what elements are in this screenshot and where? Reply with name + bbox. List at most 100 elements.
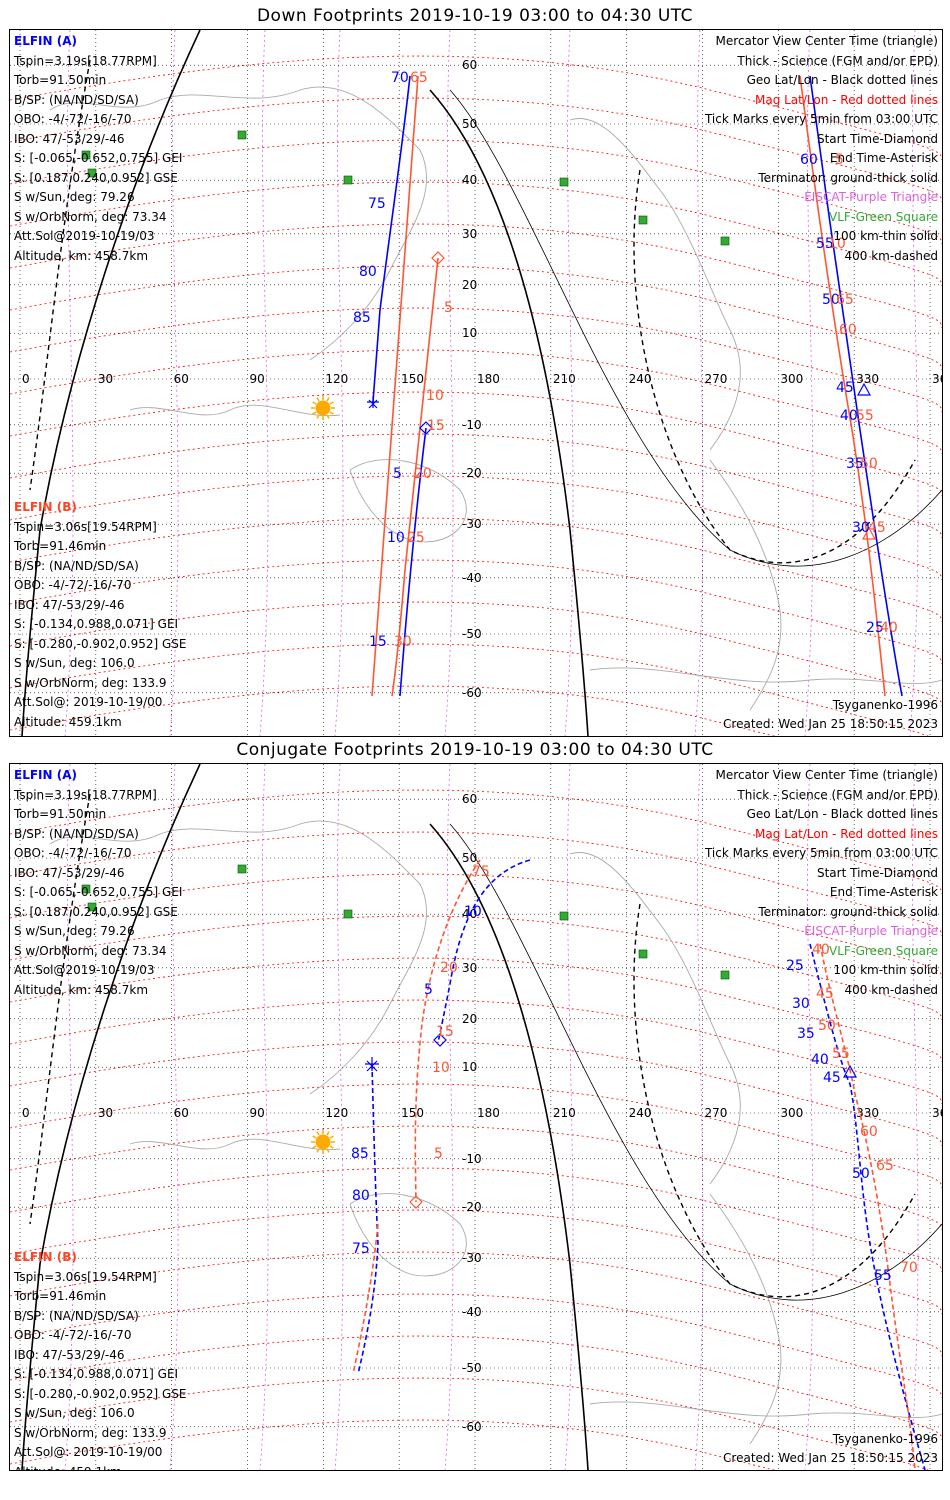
start-time-diamond [431, 251, 445, 265]
info-line: B/SP: (NA/ND/SD/SA) [14, 826, 139, 841]
mag-lat-line [10, 1251, 942, 1357]
track-tick-label: 45 [868, 520, 886, 536]
mag-lat-line [10, 957, 942, 1063]
lat-tick-label: -30 [462, 517, 482, 531]
lat-tick-label: 60 [462, 792, 477, 806]
track-tick-label: 75 [368, 196, 386, 212]
terminator-400km [29, 793, 91, 1225]
elfin-a-label: ELFIN (A) [14, 34, 77, 48]
mag-lat-line [10, 873, 942, 979]
coastline [709, 1193, 782, 1445]
created-timestamp: Created: Wed Jan 25 18:50:15 2023 [723, 1451, 938, 1465]
track-tick-label: 80 [359, 264, 377, 280]
lon-tick-label: 60 [174, 372, 189, 386]
track-tick-label: 15 [427, 418, 445, 434]
info-line: S: [0.187,0.240,0.952] GSE [14, 170, 178, 185]
lat-tick-label: 60 [462, 58, 477, 72]
mag-lat-line [10, 559, 942, 665]
info-line: IBO: 47/-53/29/-46 [14, 1347, 125, 1362]
vlf-station-square [638, 215, 648, 225]
legend-item: End Time-Asterisk [829, 885, 938, 899]
coastline [349, 459, 467, 543]
model-label: Tsyganenko-1996 [832, 1432, 938, 1446]
lon-tick-label: 270 [705, 1106, 728, 1120]
elfin-b-track [352, 1223, 379, 1375]
lat-tick-label: 30 [462, 961, 477, 975]
mag-lat-line [10, 223, 942, 329]
model-label: Tsyganenko-1996 [832, 698, 938, 712]
lon-tick-label: 120 [325, 372, 348, 386]
info-line: S w/OrbNorm, deg: 133.9 [14, 675, 167, 690]
elfin-a-label: ELFIN (A) [14, 768, 77, 782]
mag-lat-line [10, 1293, 942, 1399]
info-line: Tspin=3.06s[19.54RPM] [14, 1269, 157, 1284]
info-line: Altitude, km: 458.7km [14, 982, 149, 997]
lon-tick-label: 150 [401, 1106, 424, 1120]
info-line: IBO: 47/-53/29/-46 [14, 131, 125, 146]
track-tick-label: 10 [432, 1060, 450, 1076]
track-tick-label: 85 [351, 1146, 369, 1162]
lat-tick-label: 10 [462, 1060, 477, 1074]
track-tick-label: 25 [866, 620, 884, 636]
info-line: Att.Sol@2019-10-19/03 [14, 963, 155, 977]
legend-item: End Time-Asterisk [829, 151, 938, 165]
terminator-ground [429, 89, 589, 736]
mag-lat-line [10, 1377, 929, 1470]
track-tick-label: 5 [424, 982, 433, 998]
lon-tick-label: 360 [932, 372, 942, 386]
elfin-b-info: ELFIN (B) Tspin=3.06s[19.54RPM] Torb=91.… [14, 498, 187, 732]
created-timestamp: Created: Wed Jan 25 18:50:15 2023 [723, 717, 938, 731]
mag-lat-line [10, 601, 942, 707]
lon-tick-label: 330 [856, 1106, 879, 1120]
lat-tick-label: -30 [462, 1251, 482, 1265]
lat-tick-label: -10 [462, 1152, 482, 1166]
center-time-triangle [842, 1064, 858, 1078]
map-frame: 0 30 60 90 120 150 180 210 240 270 300 330 360 70 60 50… [9, 29, 943, 737]
lon-tick-label: 330 [856, 372, 879, 386]
coastline [589, 667, 942, 684]
mag-lat-line [10, 475, 942, 581]
info-line: B/SP: (NA/ND/SD/SA) [14, 1308, 139, 1323]
info-line: IBO: 47/-53/29/-46 [14, 597, 125, 612]
elfin-b-label: ELFIN (B) [14, 500, 77, 514]
vlf-station-square [559, 177, 569, 187]
start-time-diamond [433, 1033, 447, 1047]
mag-lon-line [444, 764, 454, 1470]
lat-tick-label: 50 [462, 851, 477, 865]
mag-lat-line [10, 139, 942, 245]
track-tick-label: 70 [900, 1260, 918, 1276]
info-line: OBO: -4/-72/-16/-70 [14, 112, 132, 126]
mag-lon-line [694, 30, 704, 736]
lon-tick-label: 180 [477, 1106, 500, 1120]
track-tick-label: 30 [792, 996, 810, 1012]
mag-lat-line [10, 1209, 942, 1315]
info-line: S: [-0.065,-0.652,0.755] GEI [14, 151, 183, 165]
elfin-a-track [399, 427, 427, 697]
track-tick-label: 45 [836, 380, 854, 396]
mag-lat-line [10, 1335, 942, 1441]
track-tick-label: 55 [856, 408, 874, 424]
legend: Mercator View Center Time (triangle) Thi… [705, 766, 938, 1000]
lat-tick-label: -40 [462, 571, 482, 585]
mag-lat-line [10, 831, 942, 937]
track-tick-label: 25 [407, 530, 425, 546]
terminator-100km [449, 89, 942, 567]
legend-item: Start Time-Diamond [816, 131, 938, 146]
track-tick-label: 75 [352, 1241, 370, 1257]
info-line: B/SP: (NA/ND/SD/SA) [14, 558, 139, 573]
info-line: Tspin=3.19s[18.77RPM] [14, 787, 157, 802]
legend-item: Mercator View Center Time (triangle) [715, 34, 938, 48]
info-line: Torb=91.46min [14, 1289, 107, 1303]
info-line: Altitude, km: 458.7km [14, 248, 149, 263]
lon-tick-label: 120 [325, 1106, 348, 1120]
center-time-triangle [861, 526, 877, 540]
coastline [49, 820, 428, 1095]
lon-tick-label: 60 [174, 1106, 189, 1120]
end-time-asterisk [367, 396, 379, 409]
lon-tick-label: 210 [553, 372, 576, 386]
vlf-station-square [81, 884, 91, 894]
legend-item: 100 km-thin solid [833, 229, 938, 243]
info-line: Tspin=3.06s[19.54RPM] [14, 519, 157, 534]
legend-item: Mag Lat/Lon - Red dotted lines [754, 826, 938, 841]
info-line: S: [-0.065,-0.652,0.755] GEI [14, 885, 183, 899]
